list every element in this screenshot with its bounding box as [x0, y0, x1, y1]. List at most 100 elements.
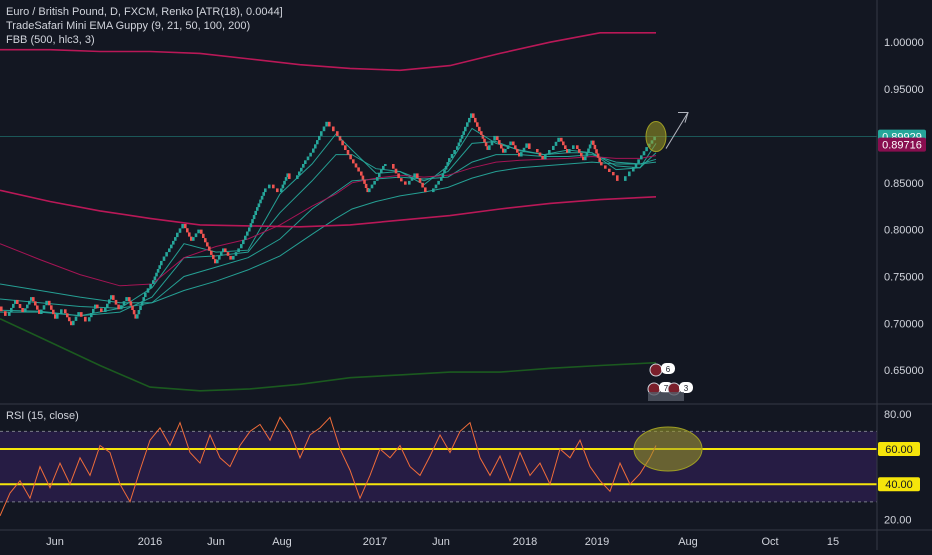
renko-brick-down: [418, 178, 422, 183]
renko-brick-up: [108, 299, 111, 304]
renko-brick-down: [484, 142, 488, 147]
renko-brick-up: [45, 300, 48, 306]
renko-brick-down: [204, 238, 207, 243]
renko-brick-down: [354, 163, 358, 168]
renko-brick-down: [229, 255, 232, 260]
renko-brick-down: [184, 224, 187, 229]
renko-brick-down: [421, 182, 424, 188]
renko-brick-up: [149, 284, 152, 289]
rsi-tick-label: 20.00: [884, 514, 912, 526]
renko-brick-up: [246, 231, 249, 236]
renko-brick-up: [525, 143, 528, 148]
event-badge-bg[interactable]: [679, 382, 693, 393]
time-tick-label: Aug: [272, 536, 292, 548]
price-tick-label: 0.75000: [884, 272, 924, 284]
renko-brick-up: [320, 131, 323, 136]
renko-brick-down: [16, 299, 19, 304]
renko-brick-up: [172, 240, 175, 245]
time-tick-label: Jun: [46, 536, 64, 548]
renko-brick-up: [244, 235, 247, 240]
time-tick-label: 15: [827, 536, 839, 548]
renko-brick-down: [52, 309, 55, 315]
prev-price-badge-bg: [878, 137, 926, 152]
renko-brick-down: [480, 131, 483, 135]
renko-brick-down: [564, 145, 567, 149]
fbb-legend[interactable]: FBB (500, hlc3, 3): [6, 34, 95, 46]
renko-brick-down: [598, 157, 601, 163]
renko-brick-up: [309, 152, 312, 157]
trend-arrow-head[interactable]: [678, 112, 689, 123]
event-badge-count[interactable]: 6: [666, 365, 671, 374]
renko-brick-up: [634, 163, 638, 168]
renko-brick-up: [218, 255, 221, 260]
renko-brick-up: [176, 232, 179, 238]
renko-brick-down: [486, 146, 489, 150]
renko-brick-up: [453, 150, 456, 155]
renko-brick-up: [637, 159, 640, 164]
renko-brick-down: [496, 135, 499, 141]
rsi-title[interactable]: RSI (15, close): [6, 410, 79, 422]
price-tick-label: 1.00000: [884, 37, 924, 49]
renko-brick-down: [134, 314, 137, 319]
renko-brick-up: [60, 309, 63, 314]
renko-brick-down: [394, 168, 398, 174]
renko-brick-down: [32, 297, 35, 302]
renko-brick-down: [128, 297, 131, 302]
renko-brick-up: [640, 155, 643, 160]
prev-price-badge: 0.89716: [882, 140, 922, 152]
renko-brick-down: [68, 317, 71, 322]
renko-brick-up: [373, 180, 376, 185]
renko-brick-down: [212, 254, 215, 260]
renko-brick-down: [600, 162, 603, 166]
renko-brick-down: [424, 187, 427, 193]
renko-brick-down: [518, 152, 521, 157]
event-badge-count[interactable]: 3: [684, 384, 689, 393]
flag-icon[interactable]: [649, 363, 663, 377]
trend-arrow[interactable]: [665, 112, 689, 149]
renko-brick-up: [490, 140, 494, 146]
renko-brick-down: [582, 156, 585, 161]
event-markers-strip[interactable]: [648, 392, 684, 401]
renko-brick-down: [4, 311, 7, 316]
renko-brick-up: [237, 248, 240, 253]
renko-brick-up: [264, 188, 267, 193]
renko-brick-down: [483, 138, 486, 143]
price-tick-label: 0.65000: [884, 365, 924, 377]
renko-brick-up: [378, 173, 381, 178]
renko-brick-up: [90, 313, 93, 318]
rsi-level-badge: 40.00: [885, 479, 913, 491]
ema-guppy-legend[interactable]: TradeSafari Mini EMA Guppy (9, 21, 50, 1…: [6, 20, 251, 32]
renko-brick-up: [28, 300, 31, 305]
renko-brick-down: [214, 259, 217, 264]
highlight-ellipse[interactable]: [645, 121, 667, 153]
renko-brick-up: [468, 117, 471, 123]
event-badge-bg[interactable]: [661, 363, 675, 374]
renko-brick-up: [146, 288, 150, 293]
rsi-highlight-ellipse[interactable]: [633, 426, 703, 472]
event-badge-count[interactable]: 7: [664, 384, 669, 393]
renko-brick-up: [220, 252, 223, 256]
renko-brick-down: [500, 144, 503, 149]
renko-brick-up: [94, 304, 97, 309]
renko-brick-up: [584, 156, 587, 161]
renko-brick-up: [249, 223, 253, 228]
fbb-mid-line: [0, 189, 657, 228]
time-tick-label: 2019: [585, 536, 609, 548]
renko-brick-down: [226, 252, 230, 256]
renko-brick-down: [112, 295, 115, 300]
time-tick-label: 2018: [513, 536, 537, 548]
renko-brick-up: [24, 308, 27, 312]
renko-brick-up: [156, 269, 160, 273]
renko-brick-up: [283, 180, 286, 185]
renko-brick-up: [160, 260, 163, 266]
renko-brick-down: [400, 178, 403, 182]
symbol-title[interactable]: Euro / British Pound, D, FXCM, Renko [AT…: [6, 6, 283, 18]
renko-brick-up: [256, 207, 259, 211]
renko-brick-down: [562, 141, 565, 146]
renko-brick-up: [568, 149, 571, 153]
renko-brick-up: [548, 150, 551, 155]
renko-brick-down: [336, 131, 339, 136]
renko-brick-up: [642, 151, 646, 156]
